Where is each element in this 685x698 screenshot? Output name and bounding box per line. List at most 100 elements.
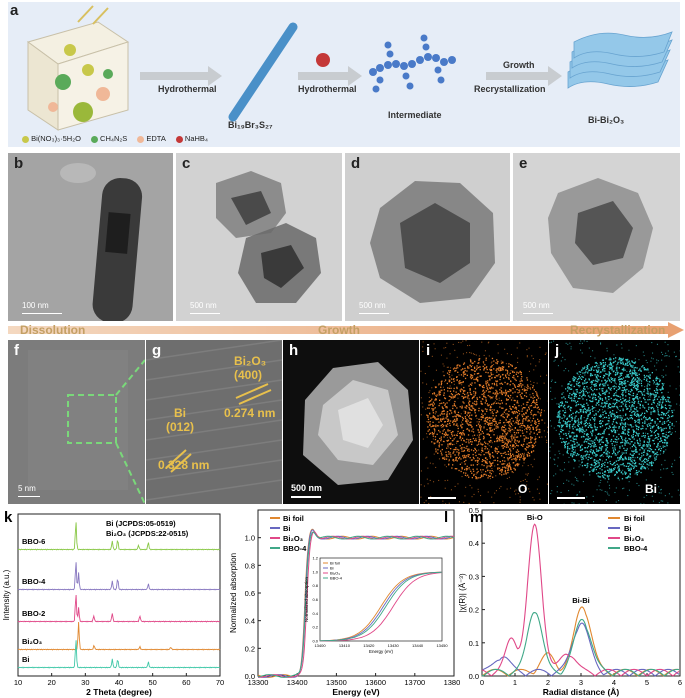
eds-dot [611,416,613,418]
eds-dot [517,361,519,363]
eds-dot [497,460,499,462]
eds-dot [439,393,441,396]
eds-dot [637,388,639,390]
eds-dot [639,403,641,405]
eds-dot [614,473,616,476]
eds-dot [589,409,591,411]
eds-dot [491,377,493,379]
eds-dot [474,400,476,403]
eds-dot [619,445,621,448]
y-tick-label: 0.8 [245,561,255,570]
eds-dot [619,415,621,417]
eds-dot [594,380,596,382]
eds-dot [624,473,627,475]
eds-dot [430,417,432,419]
eds-dot [647,435,650,438]
eds-dot [604,385,606,387]
eds-dot [574,377,576,379]
eds-dot [578,403,580,406]
eds-dot [530,380,532,382]
eds-dot [530,413,532,415]
eds-dot [490,436,492,439]
eds-dot [575,396,577,398]
eds-dot [613,354,615,356]
eds-dot [672,473,674,475]
eds-dot [594,435,596,437]
eds-dot [492,455,494,457]
eds-dot [490,473,492,475]
eds-dot [433,403,435,405]
eds-dot [501,471,503,473]
eds-dot [528,455,531,457]
eds-dot [649,429,652,432]
eds-dot [609,373,612,375]
eds-dot [471,382,473,384]
eds-dot [608,433,610,436]
eds-dot [489,453,491,455]
eds-dot [622,473,624,475]
eds-dot [536,399,538,401]
eds-dot [463,390,465,393]
eds-dot [477,372,480,375]
eds-dot [473,473,475,476]
eds-dot [604,362,606,364]
eds-dot [595,365,598,367]
eds-dot [647,453,649,455]
eds-dot [587,462,589,465]
eds-dot [501,425,504,428]
eds-dot [580,389,582,391]
eds-dot [501,392,503,394]
eds-dot [467,394,470,396]
eds-dot [479,429,482,431]
eds-dot [549,450,551,452]
eds-dot [598,396,600,398]
eds-dot [440,438,442,440]
eds-dot [615,415,617,418]
eds-dot [663,413,666,415]
eds-dot [514,458,516,460]
eds-dot [470,406,472,408]
eds-dot [603,364,605,366]
eds-dot [453,451,455,453]
eds-dot [467,454,469,456]
eds-dot [622,403,624,405]
eds-dot [478,434,481,436]
eds-dot [519,426,521,428]
eds-dot [454,412,456,414]
eds-dot [591,393,593,395]
eds-dot [507,442,510,444]
eds-dot [450,442,452,444]
eds-dot [522,421,524,423]
eds-dot [675,356,677,358]
eds-dot [495,396,497,398]
eds-dot [665,437,667,439]
eds-dot [507,421,509,423]
eds-dot [641,455,643,457]
eds-dot [448,373,450,376]
eds-dot [617,476,619,478]
eds-dot [560,428,562,430]
eds-dot [527,473,529,475]
eds-dot [568,370,570,372]
eds-dot [510,441,512,443]
eds-dot [471,464,473,466]
panel-label-i: i [426,342,431,359]
eds-dot [646,411,648,413]
annotation: Bi-O [527,513,543,522]
eds-dot [483,437,485,439]
eds-dot [475,404,477,406]
eds-dot [428,407,430,409]
eds-dot [646,362,648,364]
eds-dot [464,416,466,418]
eds-dot [522,384,524,386]
eds-dot [520,435,522,437]
eds-dot [593,442,596,444]
eds-dot [621,347,623,349]
eds-dot [670,405,672,407]
eds-dot [441,412,443,414]
eds-dot [516,418,518,420]
eds-dot [595,412,597,415]
eds-dot [630,416,633,419]
eds-dot [490,464,492,466]
eds-dot [483,362,485,364]
